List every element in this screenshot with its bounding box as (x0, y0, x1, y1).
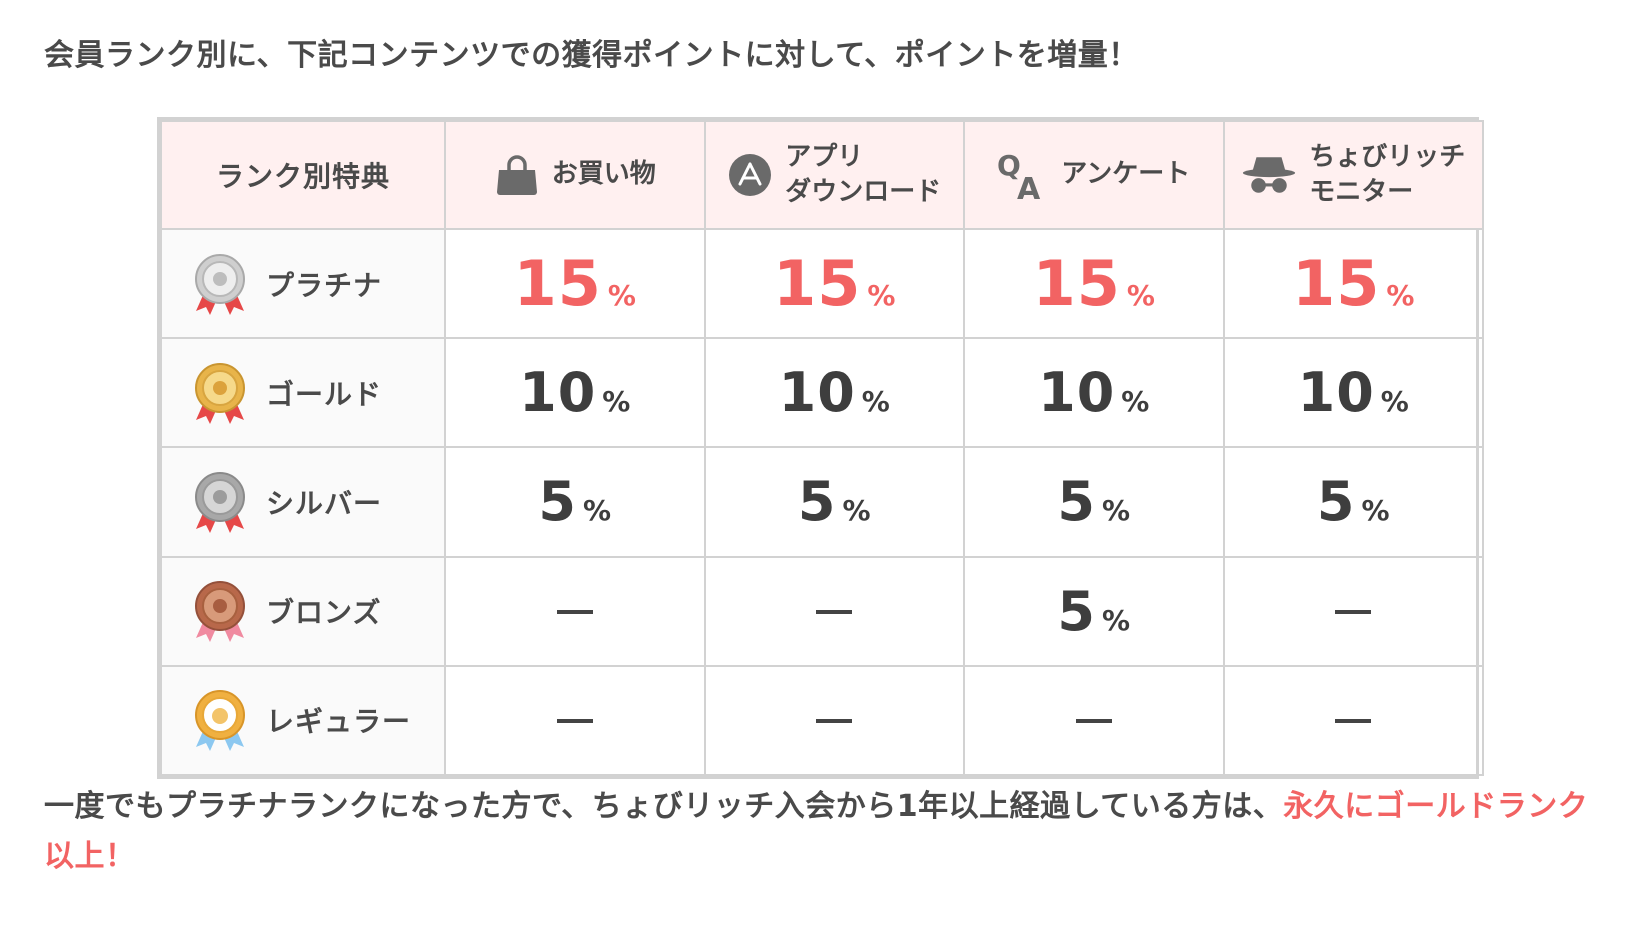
value-cell (444, 555, 706, 667)
value-cell: 5% (963, 446, 1225, 558)
dash-value (816, 610, 853, 615)
column-header-shopping: お買い物 (444, 120, 706, 230)
value-cell: 5% (963, 555, 1225, 667)
rank-cell: シルバー (160, 446, 446, 558)
dash-value (1335, 610, 1372, 615)
bronze-medal-icon (195, 581, 245, 643)
value-cell (1222, 664, 1484, 777)
column-label: アンケート (1061, 159, 1191, 190)
table-row-platinum: プラチナ 15% 15% 15% 15% (160, 227, 1484, 340)
table-row-silver: シルバー 5% 5% 5% 5% (160, 446, 1484, 558)
dash-value (1335, 719, 1372, 724)
note-accent: 永久にゴールドランク以上！ (44, 789, 1589, 874)
rate-value: 15 (773, 247, 862, 321)
table-header-row: ランク別特典 お買い物 (160, 120, 1484, 230)
table-row-gold: ゴールド 10% 10% 10% 10% (160, 337, 1484, 449)
column-label-line1: アプリ (785, 141, 864, 172)
rate-value: 5 (797, 470, 837, 534)
value-cell: 5% (444, 446, 706, 558)
rate-value: 10 (519, 361, 597, 425)
column-header-monitor: ちょびリッチ モニター (1222, 120, 1484, 230)
regular-medal-icon (195, 690, 245, 752)
value-cell: 5% (1222, 446, 1484, 558)
svg-text:A: A (1017, 172, 1041, 201)
value-cell: 10% (444, 337, 706, 449)
column-header-survey: Q A アンケート (963, 120, 1225, 230)
rate-value: 5 (1316, 470, 1356, 534)
rank-cell: ブロンズ (160, 555, 446, 667)
rate-value: 10 (778, 361, 856, 425)
rate-value: 5 (1057, 470, 1096, 534)
svg-text:Q: Q (997, 149, 1021, 182)
value-cell (703, 555, 965, 667)
rate-value: 15 (1032, 247, 1121, 321)
spy-hat-glasses-icon (1243, 157, 1296, 193)
value-cell: 10% (1222, 337, 1484, 449)
column-label-line2: ダウンロード (785, 177, 942, 207)
value-cell: 15% (963, 227, 1225, 340)
rate-value: 10 (1038, 361, 1116, 425)
silver-medal-icon (195, 471, 245, 533)
dash-value (556, 610, 593, 615)
value-cell (444, 664, 706, 777)
permanent-gold-note: 一度でもプラチナランクになった方で、ちょびリッチ入会から1年以上経過している方は… (44, 782, 1604, 881)
intro-text: 会員ランク別に、下記コンテンツでの獲得ポイントに対して、ポイントを増量！ (44, 38, 1139, 73)
rank-label: レギュラー (266, 705, 412, 739)
rank-cell: レギュラー (160, 664, 446, 777)
column-header-app: アプリ ダウンロード (703, 120, 965, 230)
corner-label: ランク別特典 (215, 160, 390, 193)
rank-label: ゴールド (266, 377, 383, 411)
dash-value (1075, 719, 1112, 724)
value-cell (963, 664, 1225, 777)
value-cell: 15% (703, 227, 965, 340)
value-cell (1222, 555, 1484, 667)
rate-value: 5 (538, 470, 577, 534)
corner-header: ランク別特典 (160, 120, 446, 230)
column-label-line1: ちょびリッチ (1309, 141, 1466, 172)
shopping-bag-icon (496, 155, 537, 195)
qa-icon: Q A (997, 149, 1041, 201)
rate-value: 5 (1057, 579, 1096, 643)
value-cell (703, 664, 965, 777)
column-label-line2: モニター (1309, 177, 1414, 207)
dash-value (556, 719, 593, 724)
rank-label: ブロンズ (266, 596, 382, 630)
value-cell: 10% (703, 337, 965, 449)
value-cell: 15% (444, 227, 706, 340)
rate-value: 15 (513, 247, 602, 321)
column-label: お買い物 (551, 159, 656, 190)
value-cell: 5% (703, 446, 965, 558)
table-row-regular: レギュラー (160, 664, 1484, 777)
table-row-bronze: ブロンズ 5% (160, 555, 1484, 667)
note-text: 一度でもプラチナランクになった方で、ちょびリッチ入会から1年以上経過している方は… (44, 789, 1284, 824)
rank-cell: プラチナ (160, 227, 446, 340)
rate-value: 10 (1297, 361, 1375, 425)
app-store-icon (729, 154, 772, 196)
value-cell: 15% (1222, 227, 1484, 340)
rank-label: プラチナ (266, 268, 383, 302)
dash-value (816, 719, 853, 724)
platinum-medal-icon (195, 253, 245, 315)
value-cell: 10% (963, 337, 1225, 449)
rank-cell: ゴールド (160, 337, 446, 449)
rank-label: シルバー (266, 486, 383, 520)
rank-benefit-table: ランク別特典 お買い物 (157, 117, 1484, 779)
gold-medal-icon (195, 362, 245, 424)
rate-value: 15 (1292, 247, 1381, 321)
